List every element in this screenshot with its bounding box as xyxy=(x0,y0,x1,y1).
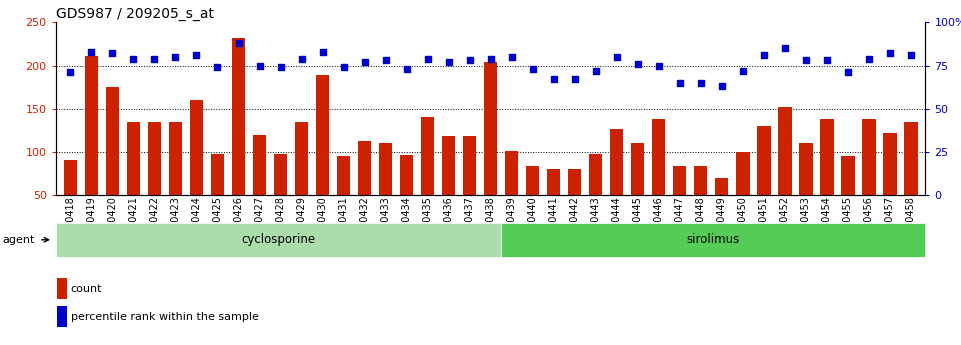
Point xyxy=(335,65,351,70)
Bar xyxy=(841,156,854,238)
Point xyxy=(62,70,78,75)
Bar xyxy=(379,143,392,238)
Point xyxy=(105,51,120,56)
Point xyxy=(546,77,561,82)
Bar xyxy=(127,121,140,238)
Bar xyxy=(85,56,98,238)
Bar xyxy=(862,119,875,238)
Bar xyxy=(57,278,67,299)
Bar xyxy=(421,117,434,238)
Point xyxy=(609,54,625,60)
Point xyxy=(714,83,729,89)
Bar xyxy=(547,169,560,238)
Point xyxy=(209,65,225,70)
Bar xyxy=(483,62,498,238)
Point xyxy=(693,80,708,86)
Bar xyxy=(568,169,581,238)
Bar xyxy=(316,75,330,238)
Bar xyxy=(295,121,308,238)
Point xyxy=(483,56,499,61)
Bar xyxy=(777,107,792,238)
Bar xyxy=(232,38,245,238)
Bar xyxy=(757,126,771,238)
Text: sirolimus: sirolimus xyxy=(687,233,740,246)
Bar xyxy=(168,121,183,238)
Point xyxy=(819,58,834,63)
Text: count: count xyxy=(71,284,103,294)
Text: agent: agent xyxy=(3,235,36,245)
Bar xyxy=(357,141,371,238)
Bar xyxy=(526,166,539,238)
Bar xyxy=(463,136,477,238)
Bar xyxy=(502,223,925,257)
Bar xyxy=(883,133,897,238)
Bar xyxy=(106,87,119,238)
Point xyxy=(84,49,99,55)
Point xyxy=(462,58,478,63)
Text: GDS987 / 209205_s_at: GDS987 / 209205_s_at xyxy=(56,7,213,21)
Point xyxy=(882,51,898,56)
Point xyxy=(756,52,772,58)
Bar xyxy=(652,119,665,238)
Point xyxy=(630,61,646,67)
Bar xyxy=(148,121,161,238)
Point xyxy=(777,46,793,51)
Point xyxy=(357,59,372,65)
Point xyxy=(567,77,582,82)
Point xyxy=(399,66,414,72)
Bar xyxy=(442,136,456,238)
Point xyxy=(504,54,519,60)
Point xyxy=(188,52,204,58)
Point xyxy=(861,56,876,61)
Bar xyxy=(610,129,624,238)
Bar xyxy=(694,166,707,238)
Bar xyxy=(274,155,287,238)
Bar xyxy=(336,156,351,238)
Point xyxy=(126,56,141,61)
Point xyxy=(231,40,246,46)
Point xyxy=(294,56,309,61)
Bar xyxy=(210,155,224,238)
Text: cyclosporine: cyclosporine xyxy=(241,233,315,246)
Bar xyxy=(56,223,502,257)
Bar xyxy=(57,306,67,326)
Point xyxy=(378,58,393,63)
Bar xyxy=(799,143,813,238)
Point xyxy=(525,66,540,72)
Point xyxy=(273,65,288,70)
Point xyxy=(903,52,919,58)
Point xyxy=(441,59,456,65)
Bar xyxy=(63,159,77,238)
Bar xyxy=(736,152,750,238)
Bar xyxy=(400,155,413,238)
Point xyxy=(420,56,435,61)
Point xyxy=(651,63,666,68)
Bar xyxy=(589,154,603,238)
Bar xyxy=(673,166,686,238)
Bar xyxy=(505,151,518,238)
Point xyxy=(147,56,162,61)
Text: percentile rank within the sample: percentile rank within the sample xyxy=(71,312,259,322)
Bar xyxy=(715,178,728,238)
Point xyxy=(798,58,813,63)
Point xyxy=(168,54,184,60)
Point xyxy=(315,49,331,55)
Point xyxy=(588,68,604,73)
Point xyxy=(252,63,267,68)
Point xyxy=(672,80,687,86)
Bar xyxy=(904,121,918,238)
Point xyxy=(840,70,855,75)
Point xyxy=(735,68,751,73)
Bar xyxy=(820,119,833,238)
Bar xyxy=(189,100,204,238)
Bar xyxy=(630,143,645,238)
Bar xyxy=(253,135,266,238)
